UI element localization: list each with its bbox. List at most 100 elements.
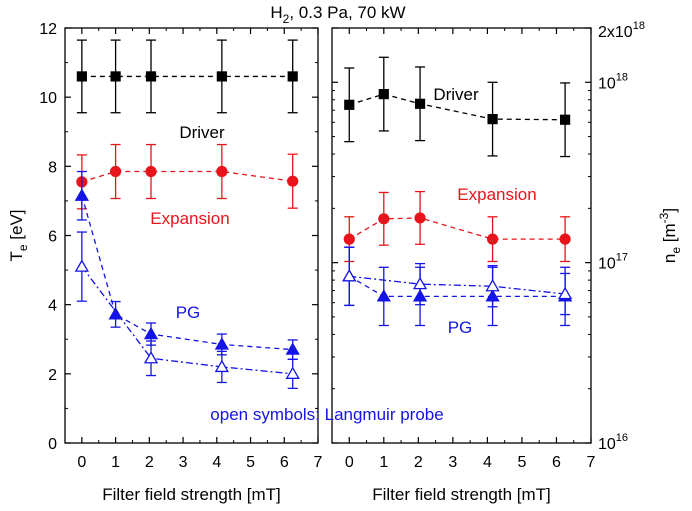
x-tick-label: 7 bbox=[587, 454, 596, 471]
data-point-triangle bbox=[412, 276, 428, 290]
x-tick-label: 1 bbox=[111, 454, 120, 471]
data-point-square bbox=[378, 89, 389, 100]
data-point-triangle bbox=[74, 188, 89, 201]
data-point-triangle bbox=[342, 268, 357, 282]
data-point-square bbox=[110, 71, 121, 82]
y-tick-label: 0 bbox=[48, 436, 57, 453]
series-label-pg_filled: PG bbox=[448, 318, 473, 337]
x-tick-label: 5 bbox=[246, 454, 255, 471]
data-point-square bbox=[216, 71, 227, 82]
series-expansion bbox=[343, 190, 571, 263]
data-point-square bbox=[487, 114, 498, 125]
x-tick-label: 5 bbox=[517, 454, 526, 471]
x-tick-label: 0 bbox=[345, 454, 354, 471]
series-label-driver: Driver bbox=[433, 85, 479, 104]
y-axis-label: Te [eV] bbox=[7, 209, 30, 261]
figure-title: H2, 0.3 Pa, 70 kW bbox=[270, 3, 405, 26]
data-point-circle bbox=[216, 165, 228, 178]
y-tick-label: 10 bbox=[39, 90, 57, 107]
y-tick-label: 1016 bbox=[598, 432, 628, 453]
y-tick-label: 8 bbox=[48, 159, 57, 176]
series-line-pg_open bbox=[81, 266, 293, 375]
data-point-circle bbox=[414, 212, 426, 224]
data-point-circle bbox=[145, 165, 157, 178]
series-driver bbox=[76, 39, 298, 114]
data-point-circle bbox=[109, 165, 122, 178]
data-point-triangle bbox=[557, 286, 573, 300]
data-point-square bbox=[287, 71, 298, 82]
x-axis-label: Filter field strength [mT] bbox=[102, 485, 281, 504]
data-point-square bbox=[414, 98, 426, 109]
x-tick-label: 2 bbox=[145, 454, 154, 471]
plot-frame bbox=[64, 27, 319, 444]
series-line-expansion bbox=[81, 170, 293, 183]
label-part: [m bbox=[660, 223, 679, 247]
label-part: 17 bbox=[616, 252, 628, 264]
series-driver bbox=[344, 56, 571, 158]
y-tick-label: 4 bbox=[48, 298, 57, 315]
data-point-circle bbox=[343, 233, 355, 245]
data-point-square bbox=[76, 71, 87, 82]
label-part: 16 bbox=[616, 432, 628, 444]
y-tick-label: 1017 bbox=[598, 252, 628, 273]
label-part: T bbox=[7, 251, 26, 261]
series-expansion bbox=[76, 143, 299, 210]
data-point-square bbox=[344, 99, 355, 110]
label-part: 18 bbox=[633, 20, 645, 32]
data-point-triangle bbox=[214, 337, 229, 350]
data-point-triangle bbox=[143, 350, 159, 364]
series-pg_open bbox=[342, 246, 573, 316]
series-label-driver: Driver bbox=[179, 123, 225, 142]
data-point-triangle bbox=[214, 359, 229, 373]
langmuir-note: open symbols: Langmuir probe bbox=[210, 405, 443, 424]
x-tick-label: 6 bbox=[280, 454, 289, 471]
x-tick-label: 6 bbox=[552, 454, 561, 471]
label-part: n bbox=[660, 254, 679, 263]
label-part: 18 bbox=[616, 71, 628, 83]
series-label-expansion: Expansion bbox=[457, 185, 536, 204]
y-axis-label: ne [m-3] bbox=[657, 208, 683, 263]
x-tick-label: 1 bbox=[379, 454, 388, 471]
x-tick-label: 3 bbox=[448, 454, 457, 471]
y-tick-label: 2x1018 bbox=[598, 20, 645, 41]
series-pg_filled bbox=[74, 170, 300, 360]
data-point-square bbox=[559, 114, 571, 125]
y-tick-label: 2 bbox=[48, 367, 57, 384]
series-label-pg_filled: PG bbox=[176, 303, 201, 322]
data-point-triangle bbox=[285, 342, 300, 355]
series-pg_open bbox=[74, 231, 300, 390]
label-part: ] bbox=[660, 208, 679, 213]
x-tick-label: 7 bbox=[314, 454, 323, 471]
data-point-circle bbox=[378, 213, 390, 225]
label-part: -3 bbox=[657, 212, 671, 223]
label-part: 10 bbox=[598, 256, 616, 273]
y-tick-label: 1018 bbox=[598, 71, 628, 92]
x-tick-label: 2 bbox=[414, 454, 423, 471]
x-tick-label: 3 bbox=[179, 454, 188, 471]
x-axis-label: Filter field strength [mT] bbox=[372, 485, 551, 504]
label-part: e bbox=[669, 247, 683, 254]
data-point-circle bbox=[559, 233, 571, 245]
data-point-triangle bbox=[285, 366, 300, 379]
series-line-pg_open bbox=[349, 275, 566, 295]
x-tick-label: 4 bbox=[483, 454, 492, 471]
y-tick-label: 12 bbox=[39, 21, 57, 38]
x-tick-label: 4 bbox=[212, 454, 221, 471]
series-label-expansion: Expansion bbox=[150, 209, 229, 228]
y-tick-label: 6 bbox=[48, 229, 57, 246]
series-pg_filled bbox=[342, 246, 573, 327]
label-part: [eV] bbox=[7, 209, 26, 244]
label-part: 10 bbox=[598, 75, 616, 92]
data-point-circle bbox=[287, 175, 299, 187]
data-point-circle bbox=[486, 233, 499, 245]
data-point-square bbox=[145, 71, 157, 82]
plot-frame bbox=[331, 27, 592, 444]
x-tick-label: 0 bbox=[77, 454, 86, 471]
label-part: 2x10 bbox=[598, 24, 633, 41]
data-point-triangle bbox=[485, 278, 500, 292]
data-point-triangle bbox=[376, 289, 391, 302]
data-point-triangle bbox=[74, 259, 89, 272]
